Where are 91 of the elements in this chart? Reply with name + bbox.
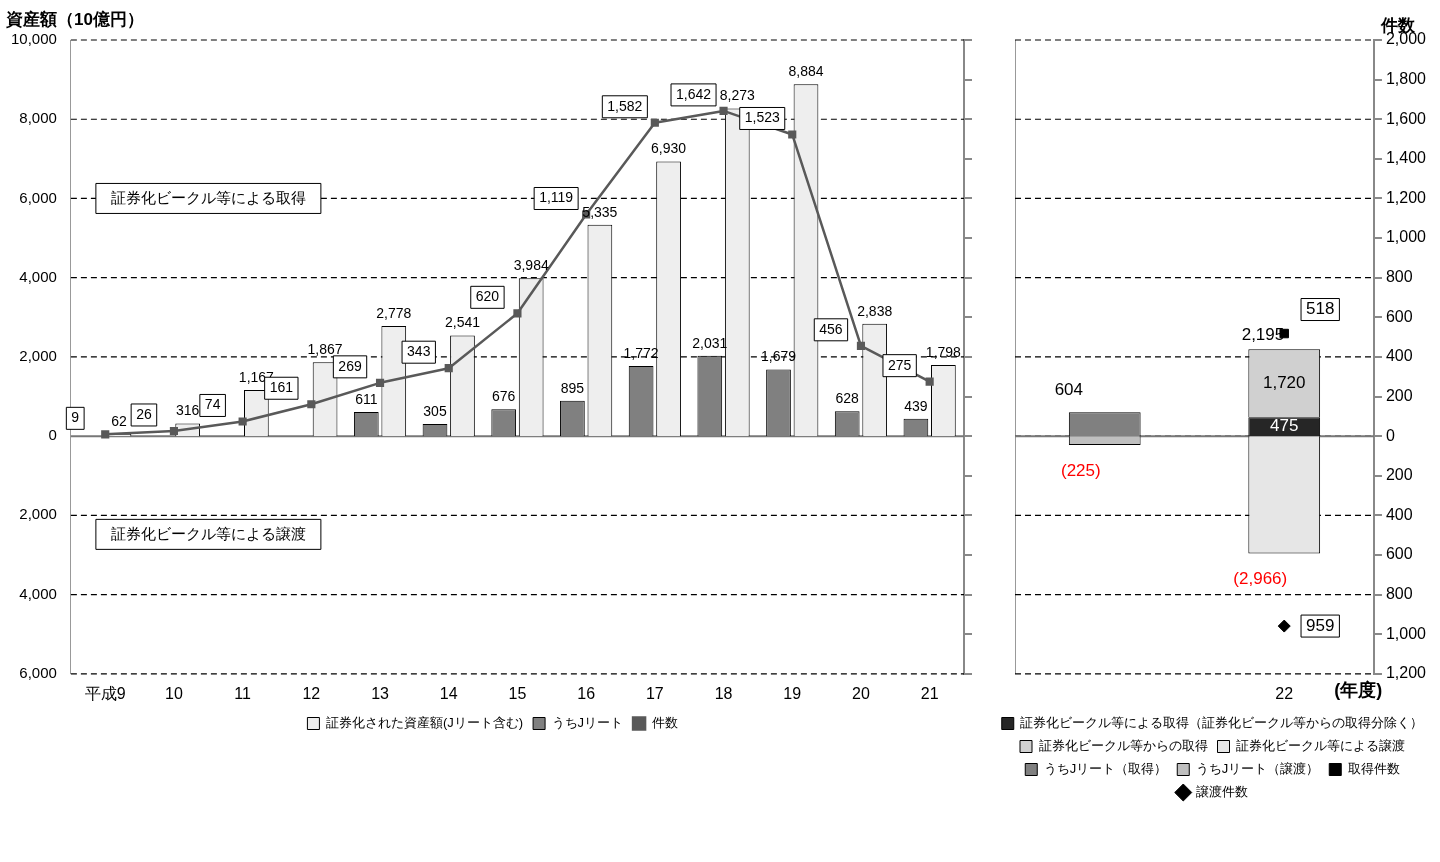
data-label: 611 xyxy=(355,390,378,407)
data-label: 343 xyxy=(407,343,431,360)
x-tick-label: 20 xyxy=(852,684,870,702)
data-label: 161 xyxy=(269,379,294,396)
data-label: 456 xyxy=(819,320,843,337)
y2-tick-label: 1,200 xyxy=(1385,664,1427,682)
data-label: 316 xyxy=(175,402,200,419)
y-tick-label: 6,000 xyxy=(19,663,57,681)
data-label: 628 xyxy=(835,390,860,407)
y2-tick-label: 1,000 xyxy=(1385,624,1427,642)
y-tick-label: 8,000 xyxy=(19,109,57,127)
x-axis-title: (年度) xyxy=(1334,679,1383,700)
y2-tick-label: 400 xyxy=(1385,505,1413,523)
data-label: 895 xyxy=(560,379,585,396)
x-tick-label: 16 xyxy=(577,684,596,702)
data-label: 26 xyxy=(136,405,152,422)
data-label: 1,867 xyxy=(307,341,343,358)
data-label: 2,838 xyxy=(857,302,893,319)
data-label: 1,720 xyxy=(1262,372,1306,392)
y-tick-label: 0 xyxy=(48,426,57,444)
y-tick-label: 4,000 xyxy=(19,584,57,602)
data-label: 2,778 xyxy=(376,304,412,321)
annotation: 証券化ビークル等による取得 xyxy=(110,188,306,206)
y2-tick-label: 0 xyxy=(1385,426,1395,444)
data-label: 620 xyxy=(475,288,500,305)
annotation: 証券化ビークル等による譲渡 xyxy=(110,524,306,542)
data-label: 6,930 xyxy=(651,140,687,157)
data-label: 604 xyxy=(1054,379,1084,399)
data-label: 439 xyxy=(904,397,928,414)
legend-label: 件数 xyxy=(651,715,678,731)
y-tick-label: 4,000 xyxy=(19,267,57,285)
y2-tick-label: 1,600 xyxy=(1385,109,1427,127)
legend-label: うちJリート（譲渡） xyxy=(1195,761,1320,777)
legend-label: 証券化ビークル等による譲渡 xyxy=(1236,738,1405,754)
x-tick-label: 21 xyxy=(920,684,939,702)
data-label: 8,273 xyxy=(719,87,756,104)
y2-tick-label: 800 xyxy=(1385,268,1413,286)
legend-label: 証券化ビークル等からの取得 xyxy=(1038,738,1208,754)
y2-tick-label: 400 xyxy=(1385,347,1413,365)
legend-label: 譲渡件数 xyxy=(1195,784,1248,800)
y-axis-title: 資産額（10億円） xyxy=(5,9,144,29)
legend-label: 取得件数 xyxy=(1347,761,1400,777)
y2-tick-label: 1,800 xyxy=(1385,70,1427,88)
data-label: 9 xyxy=(71,409,80,426)
data-label: (225) xyxy=(1060,460,1101,480)
data-label: 518 xyxy=(1306,299,1335,319)
data-label: 1,798 xyxy=(925,343,962,360)
x-tick-label: 12 xyxy=(302,684,321,702)
data-label: 305 xyxy=(423,402,447,419)
data-label: 275 xyxy=(887,356,912,373)
data-label: 62 xyxy=(111,412,127,429)
y2-tick-label: 600 xyxy=(1385,545,1413,563)
x-tick-label: 18 xyxy=(714,684,733,702)
y-tick-label: 6,000 xyxy=(19,188,57,206)
y2-tick-label: 800 xyxy=(1385,584,1413,602)
data-label: 269 xyxy=(338,357,362,374)
y-tick-label: 2,000 xyxy=(19,505,57,523)
legend-label: うちJリート xyxy=(551,715,624,731)
legend-label: 証券化された資産額(Jリート含む) xyxy=(325,715,524,731)
y-tick-label: 2,000 xyxy=(19,347,57,365)
y-tick-label: 10,000 xyxy=(10,30,57,48)
x-tick-label: 15 xyxy=(508,684,527,702)
x-tick-label: 17 xyxy=(645,684,664,702)
data-label: 2,541 xyxy=(444,314,481,331)
data-label: 475 xyxy=(1270,416,1299,436)
annotation: 959 xyxy=(1306,615,1335,635)
x-tick-label: 14 xyxy=(439,684,458,702)
data-label: 3,984 xyxy=(513,257,549,274)
y2-tick-label: 1,400 xyxy=(1385,149,1427,167)
data-label: 1,523 xyxy=(744,109,780,126)
legend-label: 証券化ビークル等による取得（証券化ビークル等からの取得分除く） xyxy=(1020,715,1424,731)
data-label: 1,119 xyxy=(539,189,574,206)
y2-tick-label: 1,200 xyxy=(1385,188,1427,206)
data-label: (2,966) xyxy=(1233,569,1288,589)
x-tick-label: 10 xyxy=(165,684,183,702)
x-tick-label: 13 xyxy=(371,684,390,702)
x-tick-label: 平成9 xyxy=(84,684,126,702)
x-tick-label: 22 xyxy=(1275,684,1294,702)
x-tick-label: 11 xyxy=(234,684,252,702)
data-label: 1,642 xyxy=(676,85,712,102)
y2-tick-label: 200 xyxy=(1385,466,1413,484)
data-label: 74 xyxy=(204,396,221,413)
data-label: 676 xyxy=(492,388,516,405)
data-label: 8,884 xyxy=(788,63,824,80)
y2-tick-label: 200 xyxy=(1385,386,1413,404)
x-tick-label: 19 xyxy=(783,684,802,702)
legend-label: うちJリート（取得） xyxy=(1043,761,1168,777)
data-label: 1,582 xyxy=(607,97,643,114)
y2-tick-label: 600 xyxy=(1385,307,1413,325)
annotation: 2,195 xyxy=(1241,324,1285,344)
y2-tick-label: 1,000 xyxy=(1385,228,1427,246)
